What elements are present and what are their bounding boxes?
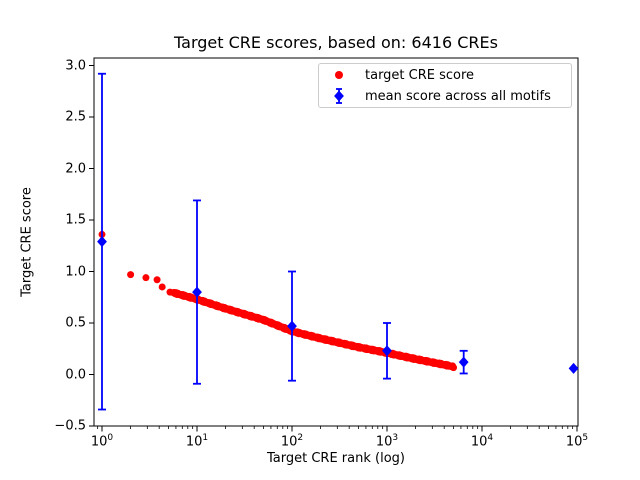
blue-diamond-errorbar-marker-icon (334, 88, 344, 104)
mean-errorbar-series (97, 72, 579, 411)
red-scatter-series (98, 230, 457, 372)
plot-frame (93, 57, 579, 427)
legend-label-mean-score: mean score across all motifs (365, 88, 551, 104)
legend-item-target-cre-score: target CRE score (319, 65, 571, 85)
legend-item-mean-score: mean score across all motifs (319, 86, 571, 106)
axis-ticks (89, 65, 578, 432)
red-circle-marker-icon (335, 71, 343, 79)
legend: target CRE score mean score across all m… (318, 63, 572, 108)
chart-title: Target CRE scores, based on: 6416 CREs (174, 33, 498, 52)
x-axis-label: Target CRE rank (log) (267, 451, 405, 466)
y-axis-label: Target CRE score (19, 187, 35, 297)
legend-label-target-cre-score: target CRE score (365, 67, 475, 83)
